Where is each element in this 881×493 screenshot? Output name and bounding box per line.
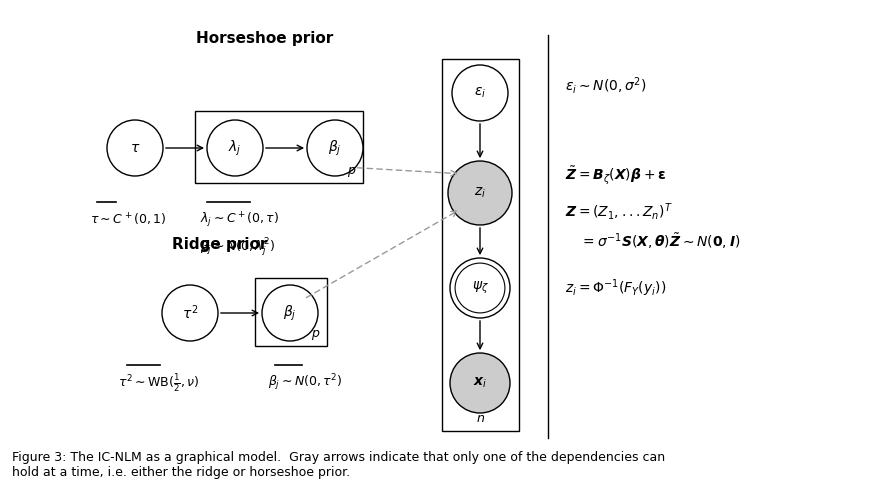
Text: $\varepsilon_i$: $\varepsilon_i$ [474,86,486,100]
Circle shape [207,120,263,176]
Text: $\lambda_j$: $\lambda_j$ [228,139,241,158]
Text: $\tau \sim C^+(0,1)$: $\tau \sim C^+(0,1)$ [90,212,167,228]
Text: $z_i$: $z_i$ [474,186,486,200]
FancyBboxPatch shape [255,278,327,346]
Text: $\beta_j$: $\beta_j$ [283,303,297,322]
Text: $\boldsymbol{x}_i$: $\boldsymbol{x}_i$ [473,376,487,390]
Text: $\lambda_j \sim C^+(0,\tau)$: $\lambda_j \sim C^+(0,\tau)$ [200,211,279,230]
Text: $\beta_j \sim N(0, \lambda_j^2)$: $\beta_j \sim N(0, \lambda_j^2)$ [200,237,275,259]
Text: $\boldsymbol{Z} = (Z_1,...Z_n)^T$: $\boldsymbol{Z} = (Z_1,...Z_n)^T$ [565,201,672,221]
Circle shape [455,263,505,313]
Text: $\tau^2$: $\tau^2$ [181,304,198,322]
Text: $\tau^2 \sim \mathrm{WB}(\frac{1}{2},\nu)$: $\tau^2 \sim \mathrm{WB}(\frac{1}{2},\nu… [118,372,199,394]
Circle shape [452,65,508,121]
Circle shape [450,258,510,318]
Text: $= \sigma^{-1}\boldsymbol{S}(\boldsymbol{X}, \boldsymbol{\theta})\tilde{\boldsym: $= \sigma^{-1}\boldsymbol{S}(\boldsymbol… [580,231,740,251]
FancyBboxPatch shape [442,59,519,431]
Text: $\beta_j \sim N(0, \tau^2)$: $\beta_j \sim N(0, \tau^2)$ [268,373,343,393]
Circle shape [162,285,218,341]
Circle shape [262,285,318,341]
Text: $\tau$: $\tau$ [130,141,140,155]
Circle shape [307,120,363,176]
Text: p: p [311,327,319,340]
Circle shape [107,120,163,176]
Text: $\beta_j$: $\beta_j$ [329,139,342,158]
Circle shape [450,353,510,413]
Text: $\psi_\zeta$: $\psi_\zeta$ [471,280,488,296]
Circle shape [448,161,512,225]
Text: n: n [477,412,485,425]
Text: $\tilde{\boldsymbol{Z}} = \boldsymbol{B}_\zeta(\boldsymbol{X})\boldsymbol{\beta}: $\tilde{\boldsymbol{Z}} = \boldsymbol{B}… [565,164,666,186]
Text: Figure 3: The IC-NLM as a graphical model.  Gray arrows indicate that only one o: Figure 3: The IC-NLM as a graphical mode… [12,451,665,479]
Text: $\varepsilon_i \sim N(0, \sigma^2)$: $\varepsilon_i \sim N(0, \sigma^2)$ [565,74,647,96]
Text: $z_i = \Phi^{-1}(F_Y(y_i))$: $z_i = \Phi^{-1}(F_Y(y_i))$ [565,277,666,299]
FancyBboxPatch shape [195,111,363,183]
Text: Horseshoe prior: Horseshoe prior [196,31,334,45]
Text: Ridge prior: Ridge prior [173,238,268,252]
Text: p: p [347,164,355,177]
